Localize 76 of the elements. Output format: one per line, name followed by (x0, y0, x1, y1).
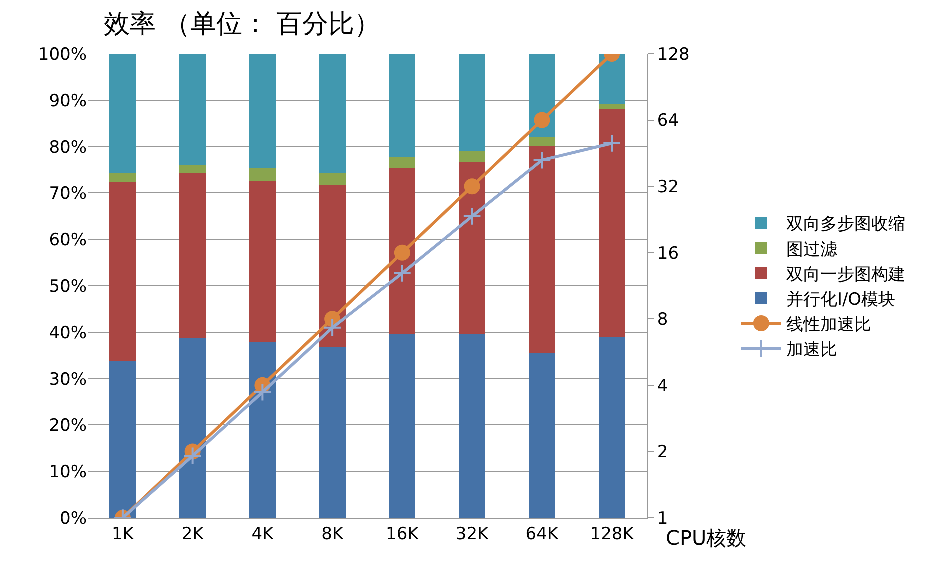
bar (180, 174, 206, 338)
point (602, 134, 622, 153)
legend-label: 图过滤 (786, 240, 838, 260)
point (183, 446, 202, 466)
y2-tick-label: 4 (657, 376, 668, 396)
bar (598, 338, 626, 518)
legend-label: 并行化I/O模块 (786, 290, 896, 310)
y-tick-label: 50% (49, 276, 87, 297)
y-tick-label: 60% (49, 230, 87, 251)
y-tick-label: 20% (49, 416, 87, 436)
bar (180, 54, 206, 166)
bar (598, 104, 626, 110)
bar (389, 168, 416, 334)
bar (389, 157, 416, 169)
bar (528, 137, 556, 146)
y2-tick-label: 64 (657, 111, 680, 132)
y-tick-label: 90% (49, 91, 87, 112)
point (464, 178, 480, 195)
chart-title: 效率 （单位： 百分比） (104, 10, 381, 40)
bar (110, 174, 136, 182)
bar (598, 109, 626, 338)
bar (319, 54, 346, 173)
y2-tick-label: 8 (657, 310, 668, 330)
y2-tick-label: 1 (657, 508, 668, 529)
bar (110, 54, 136, 174)
y-tick-label: 0% (60, 508, 87, 529)
bar (598, 54, 626, 104)
bar (528, 146, 556, 354)
bar (249, 54, 276, 168)
point (253, 382, 272, 402)
bar (249, 181, 276, 342)
point (532, 150, 552, 170)
legend-label: 线性加速比 (786, 315, 872, 336)
bar (110, 362, 136, 518)
x-axis-title: CPU核数 (666, 526, 747, 550)
y-tick-label: 100% (38, 44, 87, 65)
y-tick-label: 10% (49, 462, 87, 483)
x-tick-label: 128K (590, 524, 635, 544)
bar (319, 185, 346, 348)
x-tick-label: 32K (456, 524, 490, 544)
x-tick-label: 16K (386, 524, 420, 544)
legend-label: 双向一步图构建 (786, 264, 906, 285)
y2-tick-label: 32 (657, 178, 680, 198)
x-tick-label: 64K (526, 524, 560, 544)
bar (459, 54, 486, 152)
y-tick-label: 30% (49, 370, 87, 390)
bar (459, 151, 486, 162)
point (393, 264, 412, 283)
y-tick-label: 40% (49, 323, 87, 344)
y-tick-label: 80% (49, 138, 87, 158)
legend-label: 加速比 (786, 340, 838, 360)
x-tick-label: 2K (182, 524, 205, 544)
y2-tick-label: 2 (657, 442, 668, 463)
bar (389, 54, 416, 158)
bar (459, 334, 486, 518)
bar (459, 162, 486, 335)
legend-label: 双向多步图收缩 (786, 214, 906, 235)
bar (319, 172, 346, 186)
x-tick-label: 8K (322, 524, 344, 544)
x-tick-label: 1K (112, 524, 135, 544)
point (462, 207, 482, 226)
bar (249, 342, 276, 518)
y-tick-label: 70% (49, 184, 87, 204)
bar (319, 347, 346, 518)
bar (180, 165, 206, 174)
point (394, 244, 410, 261)
bar (389, 334, 416, 518)
y2-tick-label: 128 (657, 44, 690, 65)
bar (180, 338, 206, 518)
x-tick-label: 4K (252, 524, 275, 544)
bar (110, 182, 136, 362)
point (323, 318, 342, 338)
y2-tick-label: 16 (657, 244, 680, 264)
bar (528, 354, 556, 518)
bar (249, 168, 276, 182)
point (534, 112, 550, 128)
